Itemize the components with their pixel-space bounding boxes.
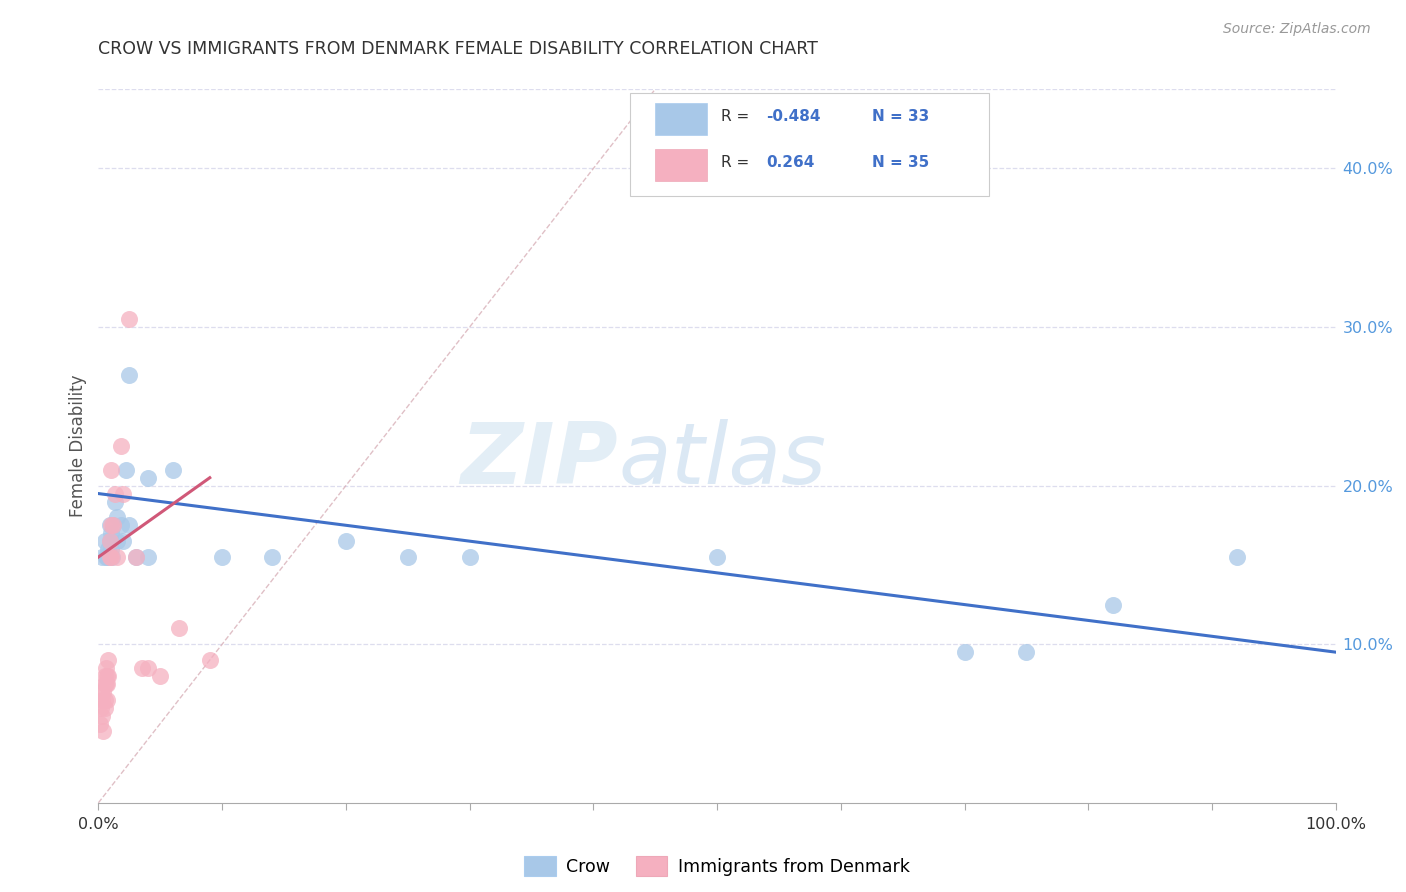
Point: [953, 645, 976, 659]
Legend: Crow, Immigrants from Denmark: Crow, Immigrants from Denmark: [524, 856, 910, 876]
Point: [110, 439, 132, 453]
FancyBboxPatch shape: [655, 149, 707, 181]
Point: [98, 549, 121, 564]
Point: [93, 534, 115, 549]
Point: [103, 486, 125, 500]
Point: [100, 518, 122, 533]
Point: [97, 653, 120, 667]
Point: [105, 549, 128, 564]
Point: [100, 526, 122, 541]
Point: [93, 700, 115, 714]
Point: [94, 677, 117, 691]
Point: [112, 534, 135, 549]
Point: [96, 692, 118, 706]
Text: CROW VS IMMIGRANTS FROM DENMARK FEMALE DISABILITY CORRELATION CHART: CROW VS IMMIGRANTS FROM DENMARK FEMALE D…: [98, 40, 818, 58]
Point: [96, 669, 118, 683]
FancyBboxPatch shape: [630, 93, 990, 196]
Point: [93, 685, 115, 699]
Point: [105, 510, 128, 524]
Point: [97, 542, 120, 557]
Point: [118, 518, 141, 533]
Point: [110, 518, 132, 533]
Point: [90, 700, 112, 714]
Point: [93, 669, 115, 683]
Point: [162, 463, 184, 477]
Point: [96, 677, 118, 691]
Point: [91, 692, 114, 706]
Point: [103, 494, 125, 508]
Text: N = 33: N = 33: [872, 109, 929, 124]
Point: [458, 549, 481, 564]
Text: 0.264: 0.264: [766, 155, 815, 170]
Point: [335, 534, 357, 549]
Point: [103, 518, 125, 533]
Point: [98, 534, 121, 549]
Text: R =: R =: [721, 155, 749, 170]
Point: [260, 549, 283, 564]
Point: [103, 518, 125, 533]
Text: R =: R =: [721, 109, 749, 124]
Point: [100, 542, 122, 557]
Point: [167, 621, 190, 635]
Point: [96, 549, 118, 564]
Point: [98, 518, 121, 533]
Text: -0.484: -0.484: [766, 109, 821, 124]
Point: [100, 549, 122, 564]
Point: [1015, 645, 1038, 659]
Point: [93, 677, 115, 691]
Point: [118, 368, 141, 382]
Text: N = 35: N = 35: [872, 155, 929, 170]
Point: [112, 486, 135, 500]
Point: [105, 534, 128, 549]
Point: [90, 685, 112, 699]
Point: [114, 463, 136, 477]
Point: [124, 549, 146, 564]
Point: [91, 549, 114, 564]
Point: [118, 312, 141, 326]
Text: atlas: atlas: [619, 418, 827, 502]
Point: [100, 463, 122, 477]
Point: [97, 669, 120, 683]
Point: [93, 692, 115, 706]
Text: ZIP: ZIP: [460, 418, 619, 502]
Point: [706, 549, 728, 564]
Point: [136, 471, 159, 485]
Point: [136, 549, 159, 564]
Point: [1226, 549, 1249, 564]
Point: [124, 549, 146, 564]
Point: [98, 534, 121, 549]
Point: [93, 724, 115, 739]
Point: [198, 653, 221, 667]
Point: [1102, 598, 1125, 612]
Point: [94, 549, 117, 564]
Point: [149, 669, 172, 683]
Point: [91, 708, 114, 723]
Point: [131, 661, 153, 675]
Point: [94, 661, 117, 675]
Point: [89, 716, 111, 731]
Point: [101, 549, 124, 564]
Text: Source: ZipAtlas.com: Source: ZipAtlas.com: [1223, 22, 1371, 37]
FancyBboxPatch shape: [655, 103, 707, 135]
Y-axis label: Female Disability: Female Disability: [69, 375, 87, 517]
Point: [136, 661, 159, 675]
Point: [396, 549, 419, 564]
Point: [211, 549, 233, 564]
